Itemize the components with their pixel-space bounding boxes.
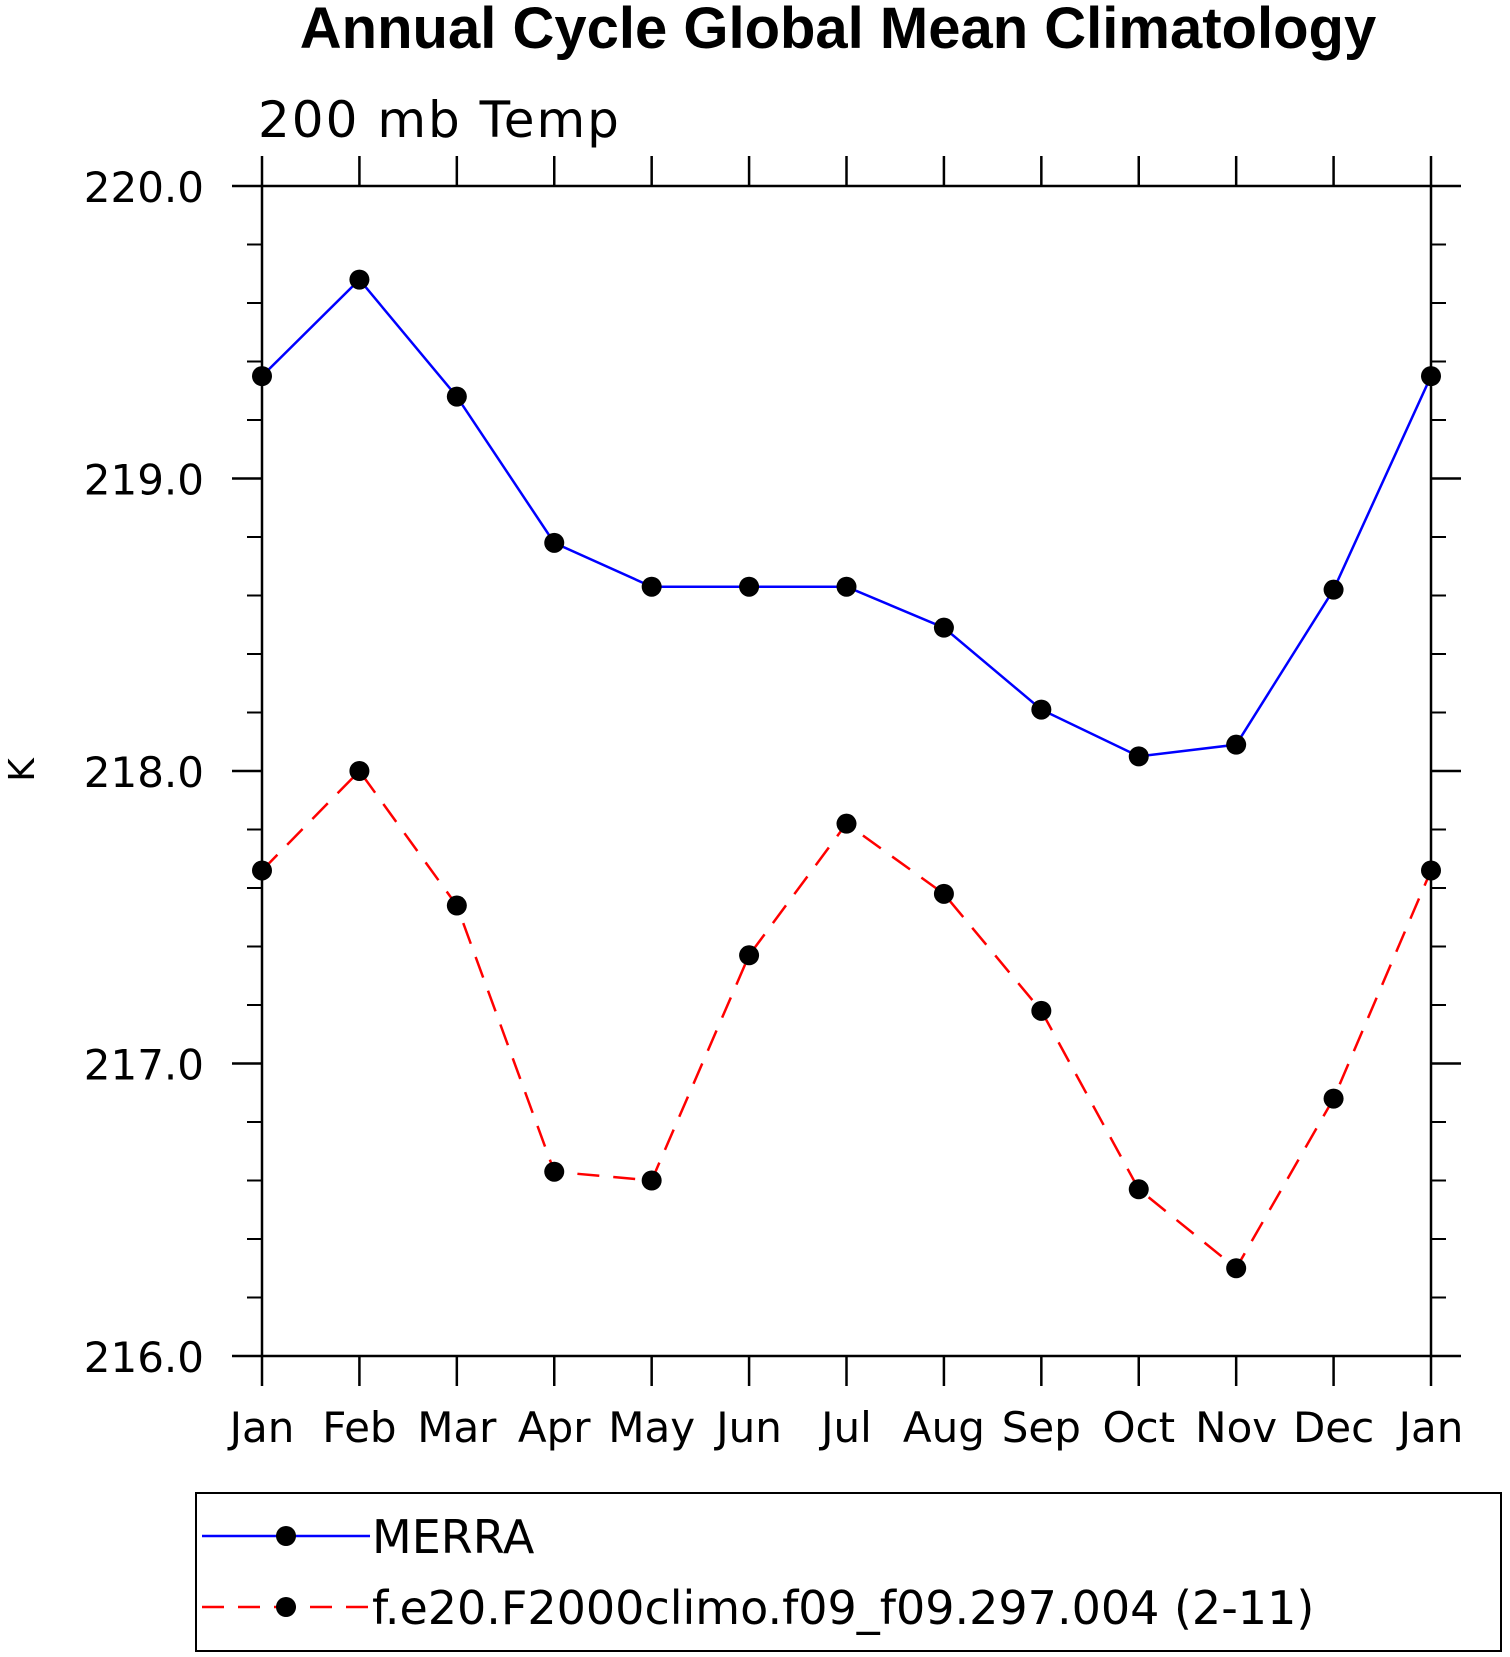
data-point (1031, 699, 1052, 720)
x-tick-label: Dec (1293, 1403, 1374, 1452)
data-point (1128, 1179, 1149, 1200)
legend-marker-model (276, 1597, 296, 1617)
chart-title: Annual Cycle Global Mean Climatology (300, 0, 1376, 61)
data-point (252, 860, 272, 881)
legend-marker-merra (276, 1526, 296, 1546)
data-point (933, 883, 954, 904)
data-point (446, 386, 467, 407)
legend: MERRA f.e20.F2000climo.f09_f09.297.004 (… (195, 1492, 1502, 1652)
data-point (1421, 860, 1441, 881)
y-tick-label: 216.0 (84, 1333, 204, 1382)
data-point (933, 617, 954, 638)
x-tick-label: May (608, 1403, 695, 1452)
data-point (252, 366, 272, 387)
x-tick-label: Sep (1002, 1403, 1081, 1452)
series-lines (261, 277, 1433, 1271)
data-point (349, 269, 370, 290)
data-point (1226, 734, 1247, 755)
data-point (739, 945, 760, 966)
data-point (544, 532, 565, 553)
tick-labels: Jan Feb Mar Apr May Jun Jul Aug Sep Oct Nov Dec Jan 2… (84, 163, 1464, 1452)
data-point (1323, 579, 1344, 600)
data-point (1128, 746, 1149, 767)
data-point (1421, 366, 1441, 387)
x-tick-label: Apr (518, 1403, 591, 1452)
plot-frame (260, 184, 1433, 1358)
data-point (1226, 1258, 1247, 1279)
data-point (641, 1170, 662, 1191)
data-point (544, 1161, 565, 1182)
legend-label-model: f.e20.F2000climo.f09_f09.297.004 (2-11) (372, 1581, 1314, 1635)
data-point (641, 576, 662, 597)
data-point (1031, 1000, 1052, 1021)
x-tick-label: Jan (227, 1403, 295, 1452)
data-point (739, 576, 760, 597)
data-point (836, 576, 857, 597)
x-tick-label: Aug (903, 1403, 985, 1452)
data-point (836, 813, 857, 834)
x-tick-label: Mar (417, 1403, 497, 1452)
x-tick-label: Feb (322, 1403, 396, 1452)
chart-subtitle: 200 mb Temp (258, 91, 621, 149)
y-tick-label: 219.0 (84, 456, 204, 505)
x-tick-label: Jun (713, 1403, 782, 1452)
y-tick-label: 218.0 (84, 748, 204, 797)
legend-label-merra: MERRA (372, 1510, 535, 1564)
x-tick-label: Jan (1396, 1403, 1464, 1452)
series-line-1 (261, 769, 1433, 1271)
y-tick-label: 217.0 (84, 1041, 204, 1090)
data-point (1323, 1088, 1344, 1109)
series-line-0 (261, 277, 1433, 758)
x-tick-label: Nov (1195, 1403, 1277, 1452)
y-tick-label: 220.0 (84, 163, 204, 212)
axis-ticks (232, 156, 1461, 1386)
series-markers (252, 269, 1441, 1279)
legend-box (195, 1492, 1502, 1652)
data-point (349, 761, 370, 781)
y-axis-label: K (2, 757, 43, 782)
x-tick-label: Oct (1102, 1403, 1175, 1452)
x-tick-label: Jul (818, 1403, 872, 1452)
data-point (446, 895, 467, 916)
